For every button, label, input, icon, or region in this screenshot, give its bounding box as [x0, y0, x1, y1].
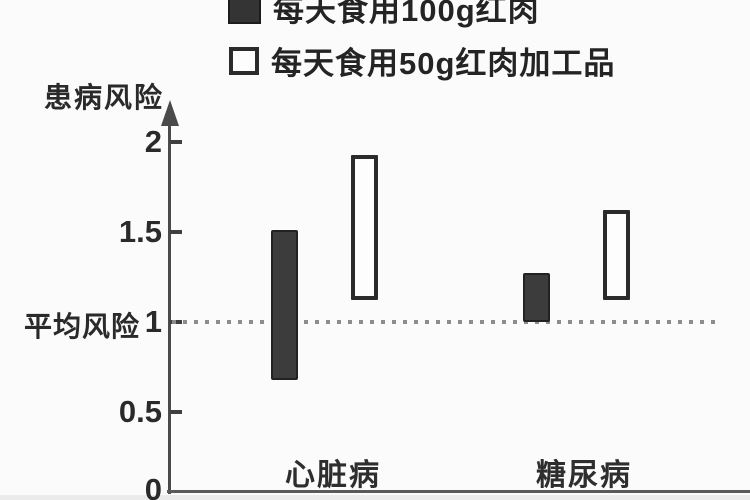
y-axis-arrow-icon	[161, 100, 179, 126]
average-risk-label: 平均风险	[23, 311, 140, 342]
range-bar-outline-1	[602, 210, 630, 301]
range-bar-filled-0	[270, 230, 298, 380]
legend-label-processed-meat: 每天食用50g红肉加工品	[271, 46, 616, 81]
y-tick-label-1: 1	[144, 304, 162, 339]
y-tick-label-0: 0	[144, 472, 162, 500]
outline-square-swatch-icon	[229, 46, 259, 75]
bottom-strip	[0, 495, 750, 500]
y-tick-mark-2	[170, 140, 182, 144]
y-tick-label-2: 2	[144, 124, 162, 159]
y-tick-mark-0.5	[170, 410, 182, 414]
y-axis-line	[168, 118, 171, 494]
legend-item-processed-meat: 每天食用50g红肉加工品	[229, 38, 615, 83]
range-bar-outline-0	[350, 154, 378, 301]
range-bar-filled-1	[522, 273, 550, 322]
category-label-0: 心脏病	[285, 459, 381, 492]
filled-square-swatch-icon	[228, 0, 261, 24]
y-tick-mark-1.5	[170, 230, 182, 234]
x-axis-line	[167, 490, 750, 493]
average-risk-dotted-line	[172, 320, 720, 324]
category-label-1: 糖尿病	[536, 459, 632, 492]
legend-label-red-meat: 每天食用100g红肉	[273, 0, 540, 28]
y-tick-label-1.5: 1.5	[118, 214, 162, 249]
y-axis-title: 患病风险	[44, 82, 165, 113]
legend-item-red-meat: 每天食用100g红肉	[228, 0, 540, 30]
y-tick-label-0.5: 0.5	[118, 394, 162, 429]
